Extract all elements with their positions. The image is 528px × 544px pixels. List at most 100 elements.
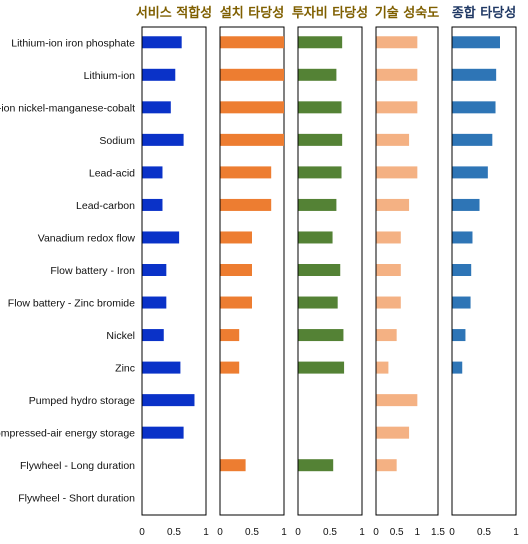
category-label: Zinc bbox=[115, 363, 135, 375]
tick-label: 1 bbox=[203, 527, 209, 538]
bar bbox=[220, 329, 240, 342]
bar bbox=[142, 264, 167, 276]
bar bbox=[452, 198, 480, 211]
bar bbox=[376, 133, 410, 146]
bar bbox=[376, 68, 418, 81]
bar bbox=[376, 36, 418, 49]
bar bbox=[142, 231, 180, 244]
category-label: Lithium-ion nickel-manganese-cobalt bbox=[0, 102, 135, 114]
panel-2: 설치 타당성 0 0.5 1 bbox=[217, 5, 287, 538]
tick-label: 0.5 bbox=[477, 527, 491, 538]
bar bbox=[376, 361, 389, 374]
category-label: Lead-acid bbox=[89, 167, 135, 179]
tick-label: 1 bbox=[281, 527, 287, 538]
category-label: Flywheel - Long duration bbox=[20, 460, 135, 472]
category-label: Nickel bbox=[106, 330, 135, 342]
panel-3: 투자비 타당성 0 0.5 1 bbox=[292, 5, 368, 538]
tick-label: 0.5 bbox=[390, 527, 404, 538]
panel-frame bbox=[375, 26, 439, 516]
bar bbox=[142, 166, 163, 179]
tick-label: 1.5 bbox=[431, 527, 445, 538]
bar bbox=[376, 198, 410, 211]
bar bbox=[376, 101, 418, 114]
bar bbox=[298, 68, 337, 81]
bar bbox=[298, 198, 337, 211]
panel-1: 서비스 적합성 0 0.5 1 bbox=[136, 5, 212, 538]
bar bbox=[376, 426, 410, 439]
bar bbox=[298, 296, 338, 309]
bar bbox=[220, 264, 252, 276]
bar bbox=[452, 296, 471, 309]
category-label: Lead-carbon bbox=[76, 200, 135, 212]
bar bbox=[452, 36, 500, 49]
bar bbox=[298, 101, 342, 114]
bar bbox=[298, 361, 345, 374]
category-label: Sodium bbox=[99, 135, 135, 147]
panel-4: 기술 성숙도 0 0.5 1 1.5 bbox=[373, 6, 445, 538]
category-label: Flow battery - Iron bbox=[50, 265, 135, 277]
category-label: Lithium-ion bbox=[84, 70, 136, 82]
bar bbox=[142, 394, 195, 407]
bar bbox=[142, 296, 167, 309]
bar bbox=[220, 166, 272, 179]
category-label: Flywheel - Short duration bbox=[18, 493, 135, 505]
bar bbox=[298, 231, 333, 244]
tick-label: 1 bbox=[359, 527, 365, 538]
panel-frame bbox=[451, 26, 517, 516]
tick-label: 0 bbox=[295, 527, 301, 538]
bar bbox=[142, 361, 181, 374]
category-label: Pumped hydro storage bbox=[29, 395, 135, 407]
bar bbox=[142, 198, 163, 211]
tick-label: 1 bbox=[415, 527, 421, 538]
bar bbox=[142, 426, 184, 439]
bar bbox=[452, 101, 496, 114]
bar bbox=[452, 68, 497, 81]
bar bbox=[452, 166, 488, 179]
panel-title: 서비스 적합성 bbox=[136, 5, 212, 21]
bar bbox=[376, 166, 418, 179]
bar bbox=[376, 459, 397, 472]
category-label: Vanadium redox flow bbox=[38, 232, 136, 244]
tick-label: 0 bbox=[217, 527, 223, 538]
category-label: Lithium-ion iron phosphate bbox=[11, 37, 135, 49]
bar bbox=[376, 264, 401, 276]
panel-title: 종합 타당성 bbox=[452, 5, 516, 21]
bar bbox=[142, 133, 184, 146]
panel-title: 투자비 타당성 bbox=[292, 5, 368, 21]
tick-label: 1 bbox=[513, 527, 519, 538]
panel-title: 기술 성숙도 bbox=[375, 6, 439, 21]
bar bbox=[376, 231, 401, 244]
bar bbox=[142, 329, 164, 342]
bar bbox=[220, 459, 246, 472]
panel-5: 종합 타당성 0 0.5 1 bbox=[449, 5, 519, 538]
bar bbox=[376, 296, 401, 309]
bar bbox=[220, 68, 284, 81]
bar bbox=[298, 166, 342, 179]
bar bbox=[452, 264, 472, 276]
panel-frame bbox=[141, 26, 207, 516]
bar bbox=[220, 198, 272, 211]
bar bbox=[298, 36, 343, 49]
bar bbox=[452, 231, 473, 244]
category-label: Compressed-air energy storage bbox=[0, 428, 135, 440]
bar bbox=[220, 133, 284, 146]
bar bbox=[298, 133, 343, 146]
bar bbox=[220, 296, 252, 309]
bar bbox=[142, 101, 171, 114]
bar bbox=[298, 459, 334, 472]
bar bbox=[452, 133, 493, 146]
bar bbox=[376, 329, 397, 342]
bar bbox=[142, 68, 176, 81]
bar bbox=[452, 329, 466, 342]
tick-label: 0.5 bbox=[245, 527, 259, 538]
tick-label: 0 bbox=[449, 527, 455, 538]
bar bbox=[376, 394, 418, 407]
tick-label: 0.5 bbox=[323, 527, 337, 538]
bar bbox=[142, 36, 182, 49]
bar bbox=[220, 361, 240, 374]
bar bbox=[220, 101, 284, 114]
category-labels: Lithium-ion iron phosphate Lithium-ion Lit… bbox=[0, 37, 135, 504]
tick-label: 0.5 bbox=[167, 527, 181, 538]
